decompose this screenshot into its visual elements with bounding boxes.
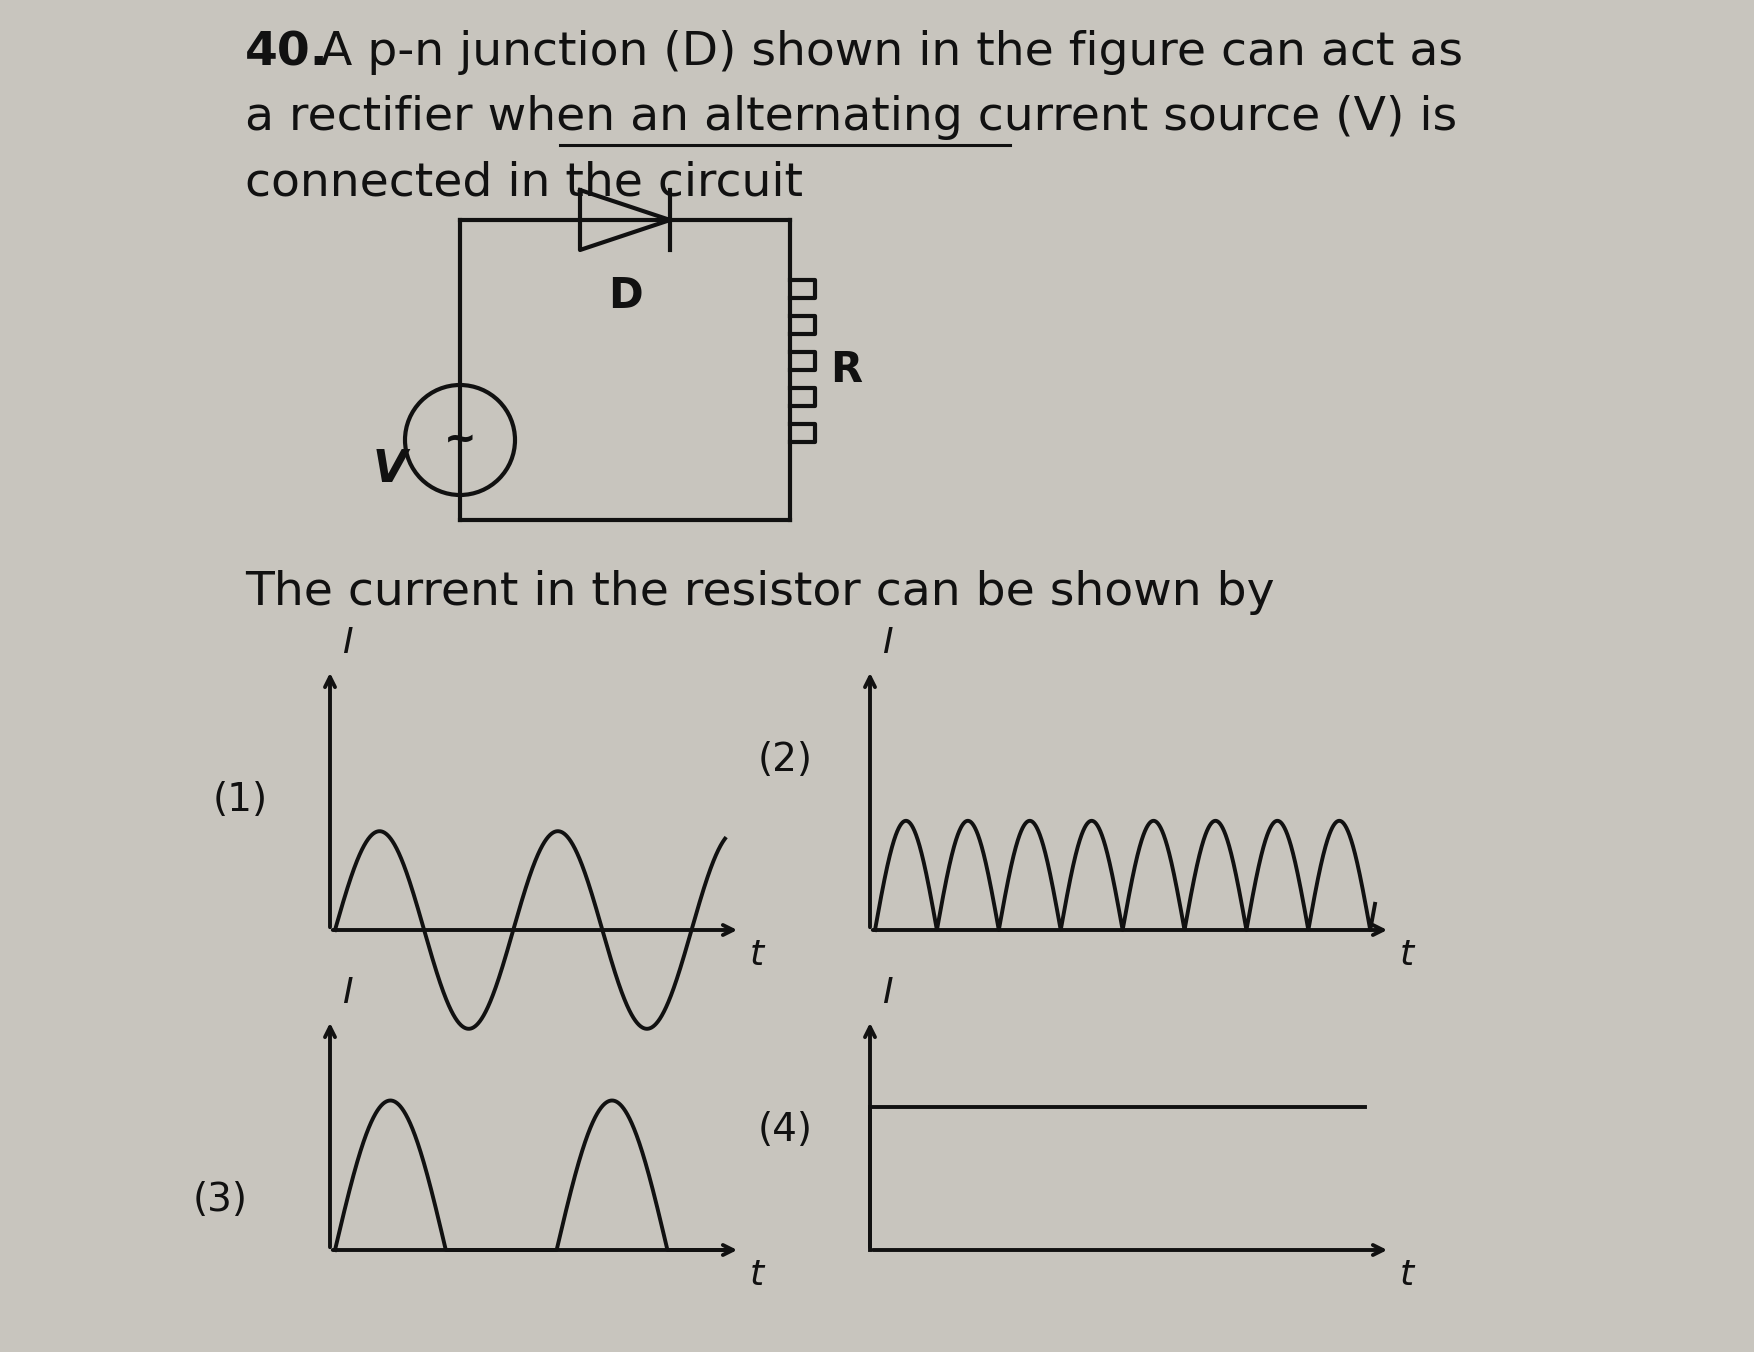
Text: (3): (3) bbox=[193, 1182, 247, 1220]
Text: ~: ~ bbox=[444, 420, 477, 458]
Text: D: D bbox=[607, 274, 642, 316]
Text: I: I bbox=[882, 626, 893, 660]
Text: I: I bbox=[882, 976, 893, 1010]
Text: A p-n junction (D) shown in the figure can act as: A p-n junction (D) shown in the figure c… bbox=[319, 30, 1463, 74]
Text: I: I bbox=[342, 976, 353, 1010]
Text: 40.: 40. bbox=[246, 30, 328, 74]
Text: t: t bbox=[751, 938, 765, 972]
Text: I: I bbox=[342, 626, 353, 660]
Text: (1): (1) bbox=[212, 781, 268, 819]
Text: a rectifier when an alternating current source (V) is: a rectifier when an alternating current … bbox=[246, 95, 1458, 141]
Text: R: R bbox=[830, 349, 863, 391]
Text: (4): (4) bbox=[758, 1111, 812, 1149]
Text: t: t bbox=[1400, 938, 1414, 972]
Text: (2): (2) bbox=[758, 741, 812, 779]
Text: t: t bbox=[1400, 1257, 1414, 1293]
Text: t: t bbox=[751, 1257, 765, 1293]
Text: The current in the resistor can be shown by: The current in the resistor can be shown… bbox=[246, 571, 1275, 615]
Text: connected in the circuit: connected in the circuit bbox=[246, 160, 803, 206]
Text: V: V bbox=[374, 449, 407, 492]
